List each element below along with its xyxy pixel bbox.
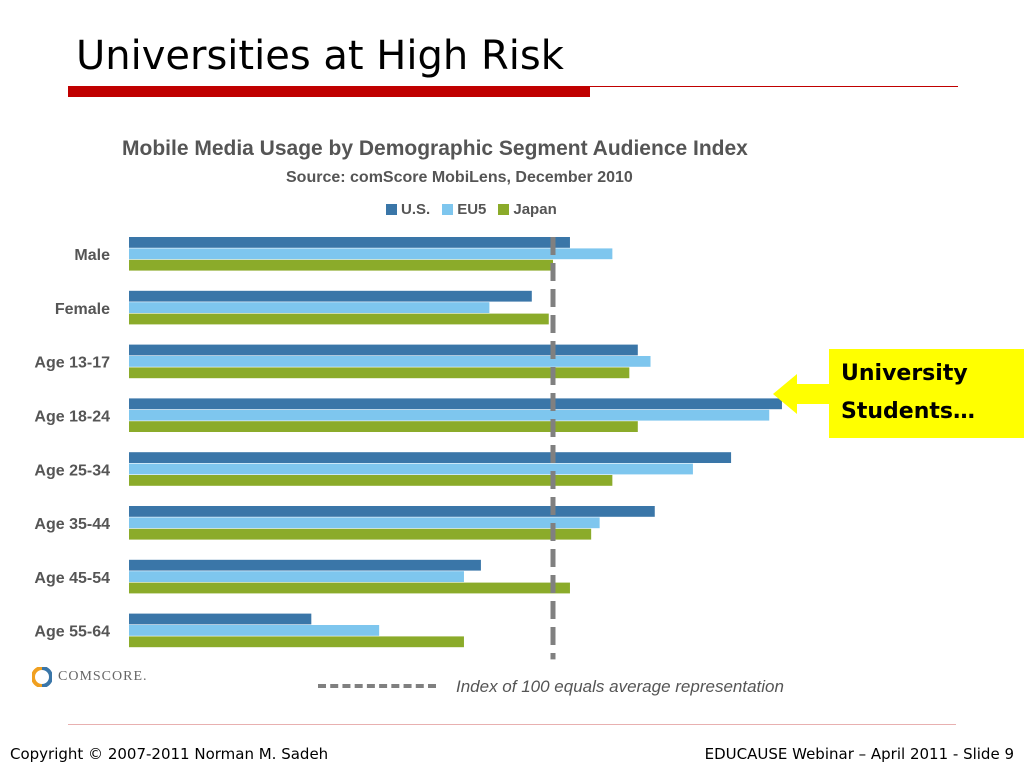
bar-japan — [129, 313, 549, 325]
footer-divider — [68, 724, 956, 725]
bar-eu5 — [129, 463, 693, 475]
legend-swatch-eu5 — [442, 204, 454, 215]
category-label: Age 18-24 — [34, 409, 110, 426]
bar-japan — [129, 528, 592, 540]
category-label: Female — [55, 301, 110, 318]
bar-japan — [129, 636, 464, 648]
legend-label-eu5: EU5 — [457, 201, 487, 218]
bar-eu5 — [129, 517, 600, 529]
title-accent-bar — [68, 86, 590, 97]
bar-japan — [129, 259, 553, 271]
legend-label-japan: Japan — [513, 201, 557, 218]
bar-us — [129, 237, 570, 248]
bar-us — [129, 506, 655, 517]
legend-item-eu5: EU5 — [442, 201, 486, 218]
chart-title: Mobile Media Usage by Demographic Segmen… — [122, 137, 748, 160]
bar-eu5 — [129, 625, 380, 636]
category-label: Age 13-17 — [34, 355, 110, 372]
bar-us — [129, 344, 638, 356]
bar-eu5 — [129, 571, 464, 582]
bar-eu5 — [129, 248, 613, 260]
callout-line-2: Students… — [841, 399, 975, 424]
footer-slide-info: EDUCAUSE Webinar – April 2011 - Slide 9 — [704, 745, 1014, 763]
legend-label-us: U.S. — [401, 201, 431, 218]
slide-title: Universities at High Risk — [76, 33, 564, 79]
legend-swatch-us — [386, 204, 397, 215]
callout-box: University Students… — [829, 349, 1024, 438]
bar-japan — [129, 582, 570, 594]
bar-us — [129, 290, 532, 302]
category-label: Age 35-44 — [34, 516, 110, 533]
callout-line-1: University — [841, 361, 968, 386]
bar-us — [129, 452, 732, 463]
chart-subtitle: Source: comScore MobiLens, December 2010 — [286, 169, 633, 186]
category-label: Male — [74, 247, 110, 264]
bar-eu5 — [129, 356, 651, 367]
bar-us — [129, 559, 481, 571]
comscore-logo: COMSCORE. — [32, 667, 148, 687]
bar-us — [129, 398, 782, 410]
bar-eu5 — [129, 409, 770, 421]
bar-japan — [129, 475, 613, 486]
reference-line-legend — [318, 684, 436, 688]
chart-legend: U.S. EU5 Japan — [386, 201, 557, 218]
bar-japan — [129, 421, 638, 432]
category-label: Age 45-54 — [34, 570, 110, 587]
callout-arrow-icon — [773, 374, 831, 414]
legend-swatch-japan — [498, 204, 510, 215]
bar-eu5 — [129, 302, 490, 313]
category-label: Age 25-34 — [34, 462, 110, 479]
reference-line-note: Index of 100 equals average representati… — [456, 677, 784, 696]
bar-japan — [129, 367, 630, 379]
comscore-logo-text: COMSCORE. — [58, 669, 148, 684]
legend-item-japan: Japan — [498, 201, 557, 218]
legend-item-us: U.S. — [386, 201, 430, 218]
footer-copyright: Copyright © 2007-2011 Norman M. Sadeh — [10, 745, 329, 763]
bar-us — [129, 613, 312, 625]
comscore-logo-icon — [32, 667, 52, 687]
category-label: Age 55-64 — [34, 624, 110, 641]
